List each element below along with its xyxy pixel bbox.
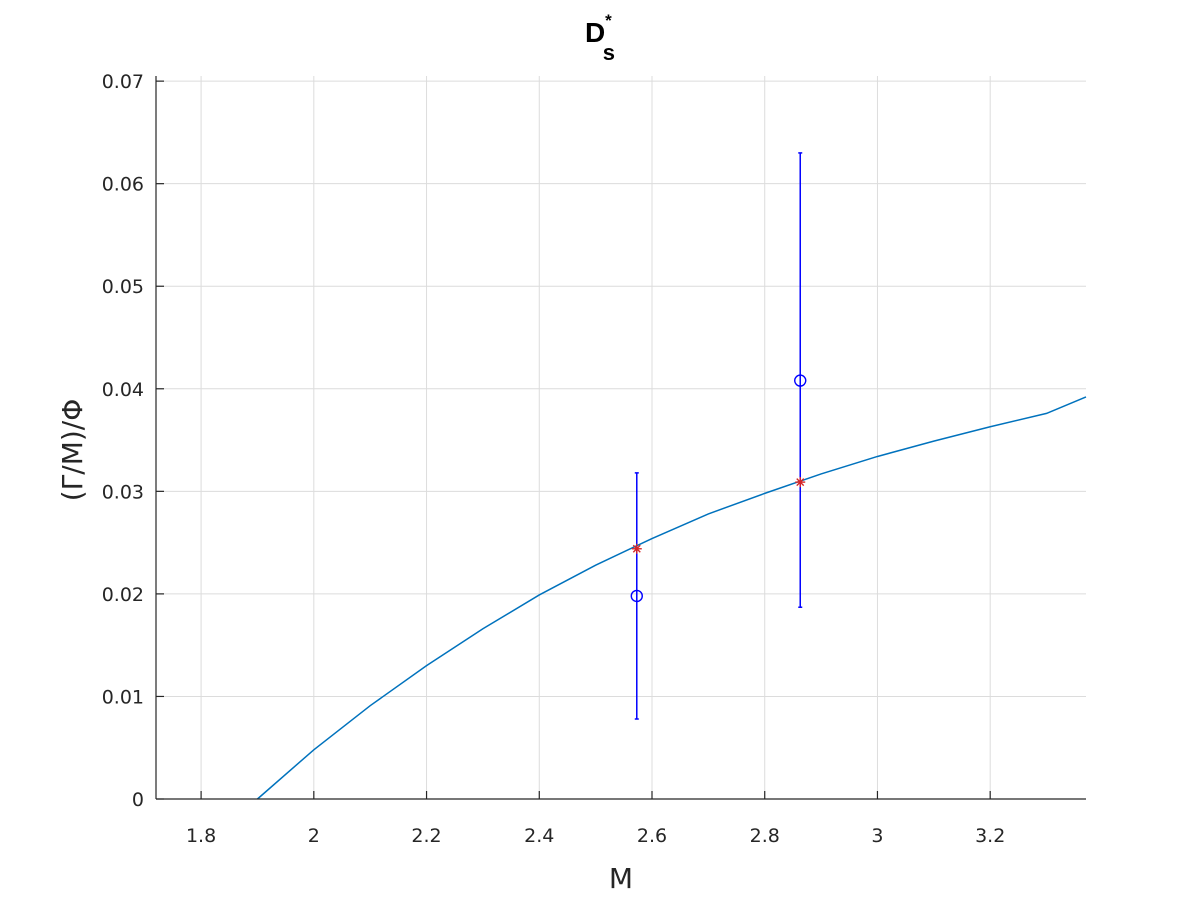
tick-labels: 1.8 2 2.2 2.4 2.6 2.8 3 3.2 0 0.01 0.02 0.03 0.04 0.0… bbox=[102, 71, 1006, 847]
x-tick-label: 2.6 bbox=[637, 825, 667, 847]
x-tick-label: 2.4 bbox=[524, 825, 554, 847]
y-tick-label: 0.01 bbox=[102, 686, 144, 708]
axes bbox=[155, 76, 1086, 800]
data-markers bbox=[630, 374, 807, 603]
chart-title-main: D bbox=[585, 17, 605, 48]
y-tick-label: 0.03 bbox=[102, 481, 144, 503]
x-tick-label: 2.2 bbox=[411, 825, 441, 847]
fit-curve bbox=[256, 396, 1087, 800]
y-tick-label: 0 bbox=[132, 789, 144, 811]
chart-title-sup: * bbox=[605, 11, 612, 30]
x-tick-label: 3 bbox=[871, 825, 883, 847]
prediction-point bbox=[795, 477, 806, 488]
x-axis-label: M bbox=[609, 862, 633, 895]
measurement-point bbox=[794, 374, 807, 387]
y-tick-label: 0.04 bbox=[102, 379, 144, 401]
y-tick-label: 0.02 bbox=[102, 584, 144, 606]
x-tick-label: 1.8 bbox=[186, 825, 216, 847]
x-tick-label: 2 bbox=[308, 825, 320, 847]
y-tick-label: 0.07 bbox=[102, 71, 144, 93]
x-tick-label: 3.2 bbox=[975, 825, 1005, 847]
fit-curve-layer bbox=[256, 396, 1087, 800]
y-axis-label: (Γ/M)/Φ bbox=[56, 399, 89, 502]
chart-title: D* s bbox=[585, 11, 615, 65]
chart-title-sub: s bbox=[603, 40, 615, 65]
x-tick-label: 2.8 bbox=[750, 825, 780, 847]
grid bbox=[156, 76, 1086, 800]
y-tick-label: 0.06 bbox=[102, 174, 144, 196]
prediction-point bbox=[631, 543, 642, 554]
y-tick-label: 0.05 bbox=[102, 276, 144, 298]
error-bars bbox=[634, 152, 803, 720]
measurement-point bbox=[630, 589, 643, 603]
